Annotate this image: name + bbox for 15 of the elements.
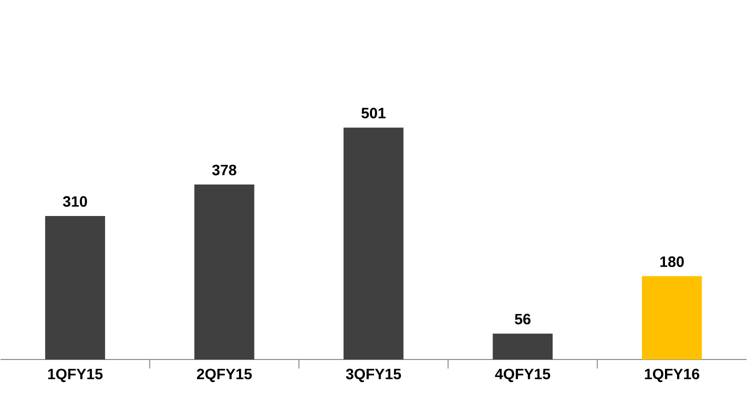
data-label: 310 — [62, 196, 87, 207]
bar — [492, 333, 553, 360]
data-label: 501 — [361, 108, 386, 118]
bar — [642, 276, 702, 360]
data-label: 378 — [212, 164, 236, 176]
data-label: 180 — [660, 256, 684, 267]
x-tick-label: 1QFY16 — [644, 368, 700, 382]
x-tick-label: 1QFY15 — [48, 368, 103, 382]
bar — [194, 184, 254, 360]
x-tick-label: 2QFY15 — [196, 368, 252, 382]
x-tick-label: 3QFY15 — [346, 368, 401, 382]
bar — [344, 127, 404, 360]
x-tick-label: 4QFY15 — [495, 368, 550, 382]
data-label: 56 — [514, 314, 530, 324]
bar — [45, 216, 106, 360]
